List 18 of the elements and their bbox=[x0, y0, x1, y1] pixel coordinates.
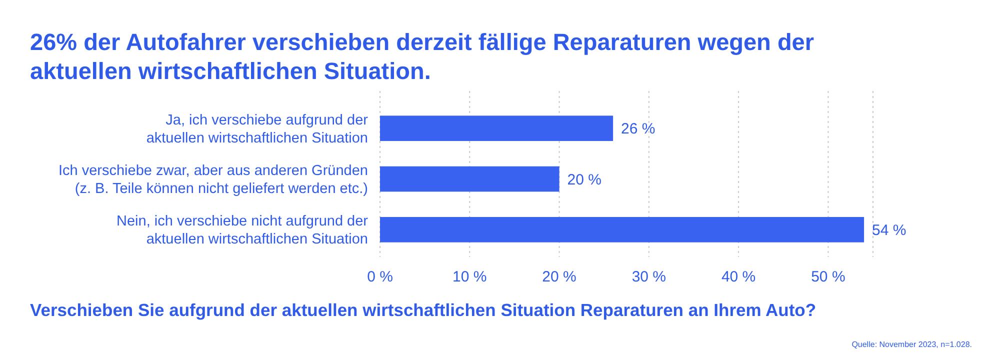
x-tick-label: 50 % bbox=[811, 268, 846, 286]
y-tick-label: Ich verschiebe zwar, aber aus anderen Gründen (z. B. Teile können nicht geliefert werden etc.) bbox=[58, 163, 368, 197]
text: Verschieben Sie aufgrund der aktuellen wirtschaftlichen Situation Reparaturen an Ihrem Auto? bbox=[30, 300, 816, 320]
x-tick-label: 20 % bbox=[542, 268, 576, 286]
bar bbox=[380, 217, 864, 242]
data-label: 54 % bbox=[872, 222, 906, 239]
bar bbox=[380, 116, 614, 141]
y-tick-label: Ja, ich verschiebe aufgrund der aktuellen wirtschaftlichen Situation bbox=[146, 112, 368, 146]
chart-title: 26% der Autofahrer verschieben derzeit fällige Reparaturen wegen der aktuellen wirtschaftlichen Situation. bbox=[30, 29, 814, 84]
data-label: 20 % bbox=[567, 171, 602, 188]
x-tick-label: 10 % bbox=[452, 268, 487, 286]
x-tick-label: 0 % bbox=[367, 268, 393, 286]
x-tick-label: 40 % bbox=[721, 268, 756, 286]
x-tick-label: 30 % bbox=[632, 268, 666, 286]
y-tick-label: Nein, ich verschiebe nicht aufgrund der aktuellen wirtschaftlichen Situation bbox=[116, 214, 368, 248]
data-label: 26 % bbox=[621, 120, 656, 138]
source-note: Quelle: November 2023, n=1.028. bbox=[852, 340, 972, 349]
bar bbox=[380, 166, 560, 192]
